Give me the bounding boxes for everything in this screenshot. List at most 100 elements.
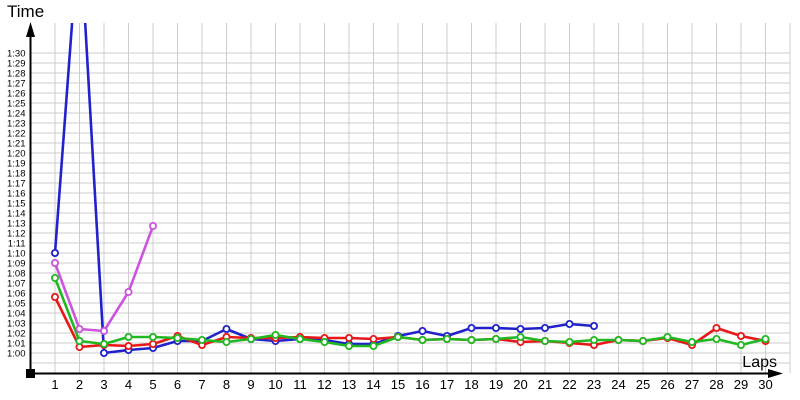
x-tick-label: 11	[293, 377, 307, 392]
data-point-green	[761, 334, 770, 343]
x-axis-arrow-icon	[768, 369, 783, 378]
y-tick-label: 1:00	[7, 349, 26, 360]
data-point-magenta	[100, 326, 109, 335]
y-tick-label: 1:28	[7, 69, 26, 80]
data-point-blue	[491, 323, 500, 332]
data-point-blue	[516, 324, 525, 333]
y-tick-label: 1:02	[7, 329, 26, 340]
data-point-green	[590, 335, 599, 344]
x-tick-label: 2	[76, 377, 83, 392]
data-point-green	[712, 334, 721, 343]
data-point-red	[712, 323, 721, 332]
data-point-green	[173, 333, 182, 342]
x-tick-label: 7	[198, 377, 205, 392]
data-point-green	[75, 336, 84, 345]
x-tick-label: 6	[174, 377, 181, 392]
data-point-blue	[222, 324, 231, 333]
x-tick-label: 8	[223, 377, 230, 392]
y-tick-label: 1:22	[7, 129, 26, 140]
x-tick-label: 16	[415, 377, 429, 392]
data-point-green	[100, 339, 109, 348]
y-axis-title: Time	[7, 2, 45, 21]
data-point-green	[737, 340, 746, 349]
x-tick-label: 23	[587, 377, 601, 392]
x-tick-label: 17	[440, 377, 454, 392]
data-point-red	[344, 333, 353, 342]
y-tick-label: 1:03	[7, 319, 26, 330]
y-tick-label: 1:24	[7, 109, 26, 120]
x-tick-label: 13	[342, 377, 356, 392]
y-tick-label: 1:27	[7, 79, 26, 90]
y-tick-label: 1:13	[7, 219, 26, 230]
data-point-magenta	[148, 221, 157, 230]
x-tick-label: 21	[538, 377, 552, 392]
x-tick-label: 19	[489, 377, 503, 392]
x-tick-label: 12	[317, 377, 331, 392]
x-tick-label: 1	[51, 377, 58, 392]
data-point-red	[51, 292, 60, 301]
y-tick-label: 1:18	[7, 169, 26, 180]
data-point-blue	[51, 248, 60, 257]
data-point-blue	[590, 321, 599, 330]
x-tick-label: 26	[660, 377, 674, 392]
x-tick-label: 20	[513, 377, 527, 392]
x-tick-label: 30	[758, 377, 772, 392]
data-point-green	[614, 335, 623, 344]
y-tick-label: 1:23	[7, 119, 26, 130]
y-tick-label: 1:29	[7, 59, 26, 70]
data-point-green	[393, 332, 402, 341]
x-tick-label: 27	[685, 377, 699, 392]
y-tick-label: 1:26	[7, 89, 26, 100]
y-tick-label: 1:12	[7, 229, 26, 240]
data-point-green	[197, 335, 206, 344]
data-point-green	[124, 332, 133, 341]
data-point-green	[271, 330, 280, 339]
y-tick-label: 1:06	[7, 289, 26, 300]
data-point-red	[369, 334, 378, 343]
x-tick-label: 9	[247, 377, 254, 392]
y-tick-label: 1:08	[7, 269, 26, 280]
y-tick-label: 1:21	[7, 139, 26, 150]
x-tick-label: 24	[611, 377, 625, 392]
data-point-red	[124, 341, 133, 350]
data-point-red	[737, 331, 746, 340]
y-axis-arrow-icon	[26, 22, 35, 37]
data-point-green	[491, 334, 500, 343]
x-tick-label: 29	[734, 377, 748, 392]
y-tick-label: 1:11	[8, 239, 26, 250]
data-point-green	[565, 337, 574, 346]
axis-origin-mark	[26, 369, 35, 378]
x-tick-label: 3	[100, 377, 107, 392]
data-point-green	[222, 337, 231, 346]
data-point-green	[295, 334, 304, 343]
x-tick-label: 4	[125, 377, 132, 392]
y-tick-label: 1:10	[7, 249, 26, 260]
x-tick-label: 10	[268, 377, 282, 392]
x-tick-label: 5	[149, 377, 156, 392]
data-point-green	[148, 332, 157, 341]
data-point-green	[467, 335, 476, 344]
data-point-magenta	[124, 287, 133, 296]
data-point-green	[51, 273, 60, 282]
x-tick-label: 25	[636, 377, 650, 392]
data-point-green	[442, 334, 451, 343]
y-tick-label: 1:15	[7, 199, 26, 210]
x-tick-label: 15	[391, 377, 405, 392]
y-tick-label: 1:01	[7, 339, 26, 350]
data-point-blue	[418, 326, 427, 335]
x-tick-label: 18	[464, 377, 478, 392]
y-tick-label: 1:19	[7, 159, 26, 170]
y-tick-label: 1:05	[7, 299, 26, 310]
y-tick-label: 1:04	[7, 309, 26, 320]
data-point-blue	[100, 348, 109, 357]
x-axis-title: Laps	[742, 354, 777, 371]
data-point-green	[688, 337, 697, 346]
data-point-green	[418, 335, 427, 344]
y-tick-label: 1:14	[7, 209, 26, 220]
data-point-green	[639, 336, 648, 345]
data-point-green	[246, 334, 255, 343]
y-tick-label: 1:25	[7, 99, 26, 110]
data-point-blue	[467, 323, 476, 332]
